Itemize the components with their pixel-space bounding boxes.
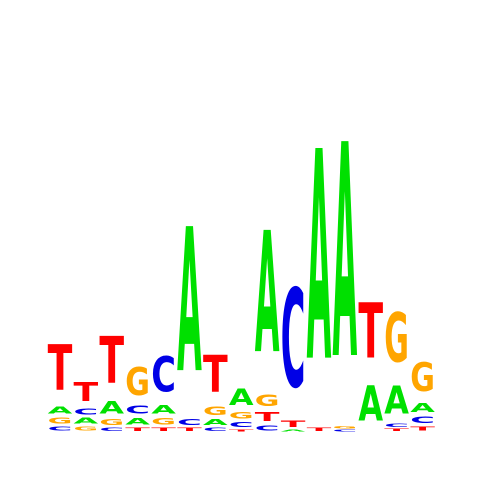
logo-column-13: AT — [358, 289, 383, 433]
logo-letter-A: A — [203, 418, 228, 427]
logo-letter-G: G — [229, 410, 254, 421]
logo-letter-G: G — [203, 405, 228, 418]
logo-letter-C: C — [384, 423, 409, 428]
logo-letter-A: A — [151, 403, 176, 416]
logo-letter-G: G — [410, 355, 435, 401]
logo-letter-A: A — [255, 198, 280, 391]
logo-letter-T: T — [48, 332, 73, 404]
logo-letter-T: T — [358, 289, 383, 377]
logo-letter-G: G — [74, 426, 99, 433]
logo-letter-G: G — [48, 417, 73, 426]
logo-letter-C: C — [281, 261, 306, 419]
logo-letter-A: A — [229, 384, 254, 411]
logo-letter-C: C — [333, 429, 358, 432]
logo-letter-T: T — [410, 426, 435, 433]
logo-letter-T: T — [229, 429, 254, 432]
logo-letter-A: A — [358, 376, 383, 433]
logo-letter-C: C — [99, 427, 124, 432]
logo-letter-G: G — [99, 418, 124, 427]
logo-letter-T: T — [99, 325, 124, 399]
logo-letter-G: G — [255, 391, 280, 409]
logo-letter-T: T — [203, 346, 228, 405]
logo-letter-C: C — [48, 426, 73, 433]
logo-letter-T: T — [281, 419, 306, 429]
logo-letter-C: C — [203, 427, 228, 432]
logo-letter-C: C — [125, 404, 150, 416]
logo-letter-A: A — [177, 189, 202, 418]
logo-letter-C: C — [151, 347, 176, 403]
logo-column-11: TA — [307, 92, 332, 432]
logo-letter-A: A — [281, 429, 306, 432]
logo-letter-A: A — [410, 401, 435, 415]
logo-letter-A: A — [74, 416, 99, 425]
logo-letter-G: G — [333, 426, 358, 430]
logo-letter-A: A — [48, 404, 74, 416]
logo-letter-T: T — [177, 427, 202, 432]
logo-column-12: CGA — [333, 84, 358, 432]
logo-letter-T: T — [74, 378, 99, 407]
logo-letter-A: A — [99, 398, 124, 418]
logo-column-6: TCA — [177, 189, 202, 433]
logo-letter-C: C — [74, 407, 99, 416]
logo-letter-T: T — [125, 427, 150, 432]
logo-letter-G: G — [125, 361, 150, 406]
logo-letter-T: T — [384, 428, 409, 432]
logo-letter-G: G — [151, 416, 176, 427]
logo-letter-A: A — [384, 379, 409, 424]
logo-letter-C: C — [177, 417, 202, 426]
logo-letter-T: T — [255, 410, 280, 424]
logo-letter-A: A — [333, 84, 358, 426]
logo-letter-A: A — [125, 416, 151, 427]
logo-letter-G: G — [384, 300, 409, 379]
logo-column-10: ATC — [281, 261, 306, 432]
logo-letter-T: T — [151, 427, 176, 432]
logo-letter-C: C — [410, 415, 435, 426]
logo-letter-C: C — [255, 424, 280, 432]
logo-letter-C: C — [229, 421, 254, 429]
logo-letter-T: T — [307, 427, 332, 432]
logo-letter-A: A — [307, 92, 332, 427]
